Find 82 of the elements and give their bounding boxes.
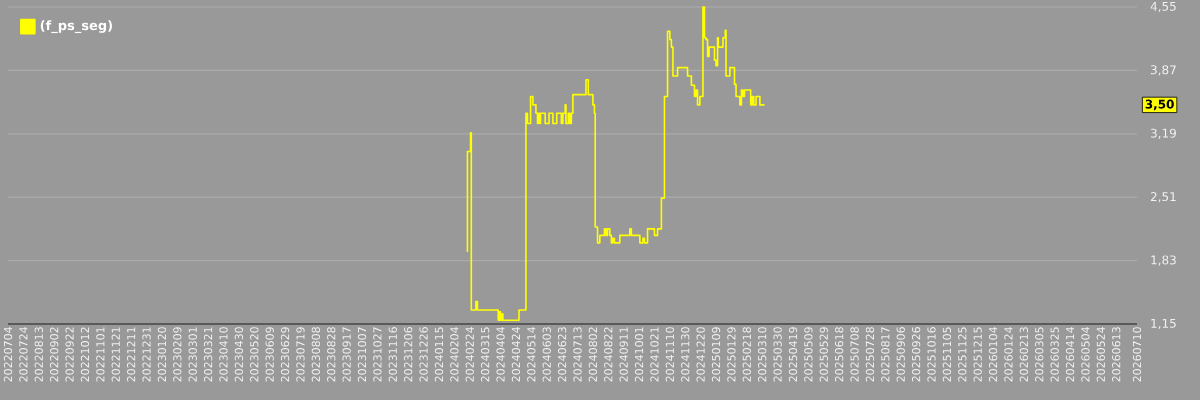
x-tick-label: 20230609 xyxy=(265,327,274,382)
x-tick-label: 20221101 xyxy=(96,327,105,382)
x-tick-label: 20241130 xyxy=(681,327,690,382)
x-tick-label: 20231226 xyxy=(419,327,428,382)
x-tick-label: 20260613 xyxy=(1112,327,1121,382)
x-tick-label: 20260524 xyxy=(1096,327,1105,382)
x-tick-label: 20220704 xyxy=(3,327,13,382)
x-tick-label: 20230120 xyxy=(157,327,167,382)
x-tick-label: 20221231 xyxy=(142,327,151,382)
x-tick-label: 20250419 xyxy=(788,327,798,382)
legend-label: (f_ps_seg) xyxy=(40,20,112,34)
x-tick-label: 20230917 xyxy=(342,327,351,382)
x-tick-label: 20251125 xyxy=(958,327,967,382)
y-tick-label: 1,15 xyxy=(1151,318,1176,330)
x-tick-label: 20240224 xyxy=(465,327,474,382)
x-tick-label: 20240603 xyxy=(542,327,551,382)
x-tick-label: 20231206 xyxy=(404,327,413,382)
x-tick-label: 20260124 xyxy=(1004,327,1013,382)
x-tick-label: 20221012 xyxy=(80,327,90,382)
x-tick-label: 20250218 xyxy=(742,327,751,382)
x-tick-label: 20231007 xyxy=(357,327,367,382)
y-tick-label: 4,55 xyxy=(1150,1,1176,13)
x-tick-label: 20260504 xyxy=(1081,327,1090,382)
y-tick-label: 1,83 xyxy=(1151,255,1176,266)
x-tick-label: 20221211 xyxy=(126,327,136,382)
x-tick-label: 20251215 xyxy=(973,327,982,382)
x-tick-label: 20240911 xyxy=(619,327,628,382)
x-tick-label: 20220902 xyxy=(50,327,59,382)
x-tick-label: 20220813 xyxy=(34,327,43,382)
x-tick-label: 20250129 xyxy=(727,327,736,382)
x-tick-label: 20250509 xyxy=(804,327,813,382)
x-tick-label: 20230808 xyxy=(311,327,321,382)
x-tick-label: 20250926 xyxy=(911,327,921,382)
x-tick-label: 20231027 xyxy=(373,327,382,382)
x-tick-label: 20221121 xyxy=(111,327,120,382)
x-tick-label: 20240115 xyxy=(434,327,444,382)
x-tick-label: 20230719 xyxy=(296,327,305,382)
x-tick-label: 20260104 xyxy=(988,327,998,382)
x-tick-label: 20240204 xyxy=(450,327,459,382)
x-tick-label: 20250618 xyxy=(834,327,844,382)
x-tick-label: 20240514 xyxy=(527,327,536,382)
x-tick-label: 20240822 xyxy=(604,327,613,382)
x-tick-label: 20240713 xyxy=(573,327,582,382)
x-tick-label: 20241021 xyxy=(650,327,659,382)
x-tick-label: 20250529 xyxy=(819,327,828,382)
x-tick-label: 20240315 xyxy=(480,327,490,382)
x-tick-label: 20251105 xyxy=(942,327,952,382)
x-tick-label: 20230301 xyxy=(188,327,197,382)
x-tick-label: 20240404 xyxy=(496,327,505,382)
x-tick-label: 20240623 xyxy=(557,327,567,382)
y-tick-label: 2,51 xyxy=(1150,192,1176,203)
x-tick-label: 20250109 xyxy=(711,327,721,382)
x-tick-label: 20241220 xyxy=(696,327,705,382)
x-tick-label: 20250330 xyxy=(773,327,782,382)
x-tick-label: 20230209 xyxy=(173,327,182,382)
x-tick-label: 20240802 xyxy=(588,327,598,382)
y-tick-label: 3,87 xyxy=(1150,65,1176,76)
x-tick-label: 20220724 xyxy=(19,327,28,382)
x-tick-label: 20260305 xyxy=(1035,327,1044,382)
x-tick-label: 20260414 xyxy=(1065,327,1075,382)
x-tick-label: 20260710 xyxy=(1132,327,1142,382)
x-tick-label: 20230520 xyxy=(250,327,259,382)
x-tick-label: 20220922 xyxy=(65,327,74,382)
x-tick-label: 20230629 xyxy=(280,327,290,382)
x-tick-label: 20241110 xyxy=(665,327,675,382)
x-tick-label: 20230430 xyxy=(234,327,244,382)
y-tick-label: 3,19 xyxy=(1150,128,1176,139)
x-tick-label: 20241001 xyxy=(634,327,644,382)
x-tick-label: 20250708 xyxy=(850,327,859,382)
x-tick-label: 20250906 xyxy=(896,327,905,382)
x-tick-label: 20260213 xyxy=(1019,327,1029,382)
text: 3,50 xyxy=(1145,99,1174,111)
x-tick-label: 20240424 xyxy=(511,327,521,382)
x-tick-label: 20260325 xyxy=(1050,327,1059,382)
x-tick-label: 20250728 xyxy=(865,327,875,382)
x-tick-label: 20250817 xyxy=(881,327,890,382)
x-tick-label: 20231116 xyxy=(388,327,397,382)
x-tick-label: 20230410 xyxy=(219,327,228,382)
x-tick-label: 20250310 xyxy=(758,327,767,382)
x-tick-label: 20230828 xyxy=(327,327,336,382)
x-tick-label: 20230321 xyxy=(203,327,213,382)
x-tick-label: 20251016 xyxy=(927,327,936,382)
